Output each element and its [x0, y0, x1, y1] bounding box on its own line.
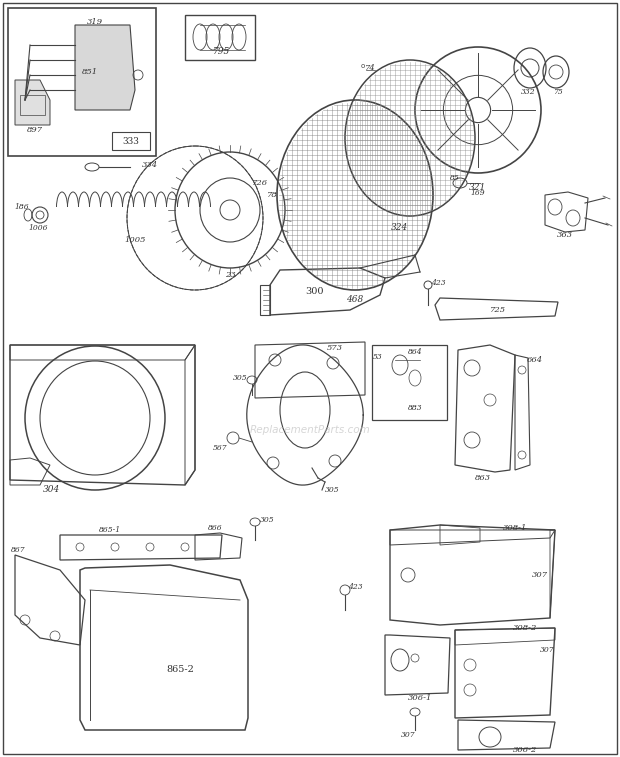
Text: 333: 333: [123, 136, 140, 145]
Text: 75: 75: [553, 88, 563, 96]
Text: 307: 307: [532, 571, 548, 579]
Text: 423: 423: [431, 279, 445, 287]
Text: 324: 324: [391, 223, 409, 232]
Text: 865-1: 865-1: [99, 526, 121, 534]
Text: 306-2: 306-2: [513, 746, 537, 754]
Text: 468: 468: [347, 295, 363, 304]
Text: 305: 305: [260, 516, 274, 524]
Bar: [372, 345, 447, 420]
Text: 795: 795: [213, 48, 231, 57]
Text: 851: 851: [82, 68, 98, 76]
Text: 305: 305: [232, 374, 247, 382]
Text: 573: 573: [327, 344, 343, 352]
Text: 308-1: 308-1: [503, 524, 527, 532]
Text: o: o: [361, 63, 365, 69]
Text: 334: 334: [142, 161, 158, 169]
Text: 23: 23: [224, 271, 236, 279]
Text: 332: 332: [521, 88, 535, 96]
Text: 423: 423: [348, 583, 362, 591]
Text: 300: 300: [306, 288, 324, 297]
Text: 53: 53: [373, 353, 383, 361]
Text: 74: 74: [365, 64, 375, 72]
Text: 897: 897: [27, 126, 43, 134]
Text: 567: 567: [213, 444, 228, 452]
Text: 321: 321: [469, 183, 487, 192]
Text: 308-2: 308-2: [513, 624, 537, 632]
Text: 307: 307: [401, 731, 415, 739]
Polygon shape: [75, 25, 135, 110]
Text: 169: 169: [471, 189, 485, 197]
Text: 307: 307: [539, 646, 554, 654]
Text: 363: 363: [557, 231, 573, 239]
Text: 866: 866: [208, 524, 223, 532]
Polygon shape: [15, 80, 50, 125]
Text: 864: 864: [408, 348, 422, 356]
Bar: [112, 132, 150, 150]
Text: 78: 78: [267, 191, 277, 199]
Text: 863: 863: [475, 474, 491, 482]
Text: 306-1: 306-1: [408, 694, 432, 702]
Text: 305: 305: [325, 486, 339, 494]
Text: 883: 883: [408, 404, 422, 412]
Text: ReplacementParts.com: ReplacementParts.com: [250, 425, 370, 435]
Bar: [8, 8, 156, 156]
Text: 1005: 1005: [124, 236, 146, 244]
Text: 865-2: 865-2: [166, 665, 194, 674]
Text: 319: 319: [87, 18, 103, 26]
Text: 85: 85: [450, 174, 460, 182]
Text: 726: 726: [252, 179, 268, 187]
Text: 1006: 1006: [29, 224, 48, 232]
Text: 664: 664: [527, 356, 543, 364]
Text: 725: 725: [490, 306, 506, 314]
Text: 186: 186: [15, 203, 29, 211]
Text: 304: 304: [43, 485, 61, 494]
Bar: [185, 15, 255, 60]
Text: 867: 867: [11, 546, 25, 554]
